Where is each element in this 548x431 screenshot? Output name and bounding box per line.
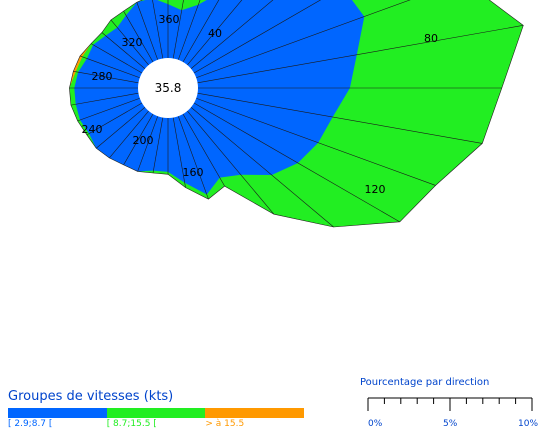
rose-spoke: [152, 117, 164, 174]
direction-label-160: 160: [183, 166, 204, 179]
direction-label-360: 360: [159, 13, 180, 26]
rose-spoke: [197, 25, 524, 84]
rose-spoke: [172, 117, 186, 188]
rose-spoke: [137, 116, 159, 172]
rose-spoke: [101, 32, 146, 69]
calm-percentage: 35.8: [155, 81, 182, 95]
rose-spoke: [182, 113, 225, 187]
rose-spoke: [187, 0, 243, 66]
legend-swatch-0: [8, 408, 107, 418]
rose-spoke: [70, 92, 139, 106]
rose-spoke: [187, 110, 275, 215]
rose-spoke: [123, 10, 154, 63]
legend-label-2: > à 15.5: [205, 419, 245, 429]
rose-spoke: [182, 0, 220, 63]
rose-spoke: [172, 0, 184, 59]
rose-spoke: [123, 113, 154, 166]
direction-label-120: 120: [365, 183, 386, 196]
rose-spoke: [96, 107, 146, 149]
legend-title: Groupes de vitesses (kts): [8, 389, 174, 404]
rose-spoke: [90, 43, 143, 74]
rose-spoke: [196, 97, 436, 186]
legend-swatch-1: [106, 408, 206, 418]
rose-spoke: [79, 55, 140, 79]
rose-spoke: [109, 110, 149, 159]
rose-spoke: [110, 19, 149, 66]
rose-spoke: [193, 102, 400, 223]
calm-circle: [138, 58, 198, 118]
legend-label-1: [ 8.7;15.5 [: [106, 419, 157, 429]
scale-tick-label-0: 0%: [368, 419, 383, 429]
direction-label-200: 200: [133, 134, 154, 147]
scale-title: Pourcentage par direction: [360, 377, 490, 388]
percentage-scale: [367, 397, 533, 411]
rose-spoke: [136, 2, 159, 60]
rose-spoke: [152, 0, 164, 59]
direction-label-80: 80: [424, 32, 438, 45]
direction-label-240: 240: [82, 123, 103, 136]
legend-label-0: [ 2.9;8.7 [: [8, 419, 53, 429]
direction-label-280: 280: [92, 70, 113, 83]
wind-rose-chart: 35.8 360 40 80 120 160 200 240 280 320: [69, 0, 524, 228]
rose-spoke: [196, 0, 411, 79]
scale-tick-label-1: 5%: [443, 419, 458, 429]
legend-swatch-2: [205, 408, 305, 418]
rose-spoke: [197, 92, 483, 144]
rose-spoke: [190, 0, 274, 69]
direction-label-40: 40: [208, 27, 222, 40]
rose-spoke: [190, 107, 334, 228]
direction-label-320: 320: [122, 36, 143, 49]
rose-spoke: [177, 116, 209, 200]
rose-spoke: [193, 0, 322, 74]
rose-spoke: [177, 0, 201, 60]
scale-tick-label-2: 10%: [518, 419, 539, 429]
rose-spoke: [86, 102, 143, 136]
rose-spoke: [73, 71, 139, 84]
rose-spoke: [77, 97, 140, 122]
